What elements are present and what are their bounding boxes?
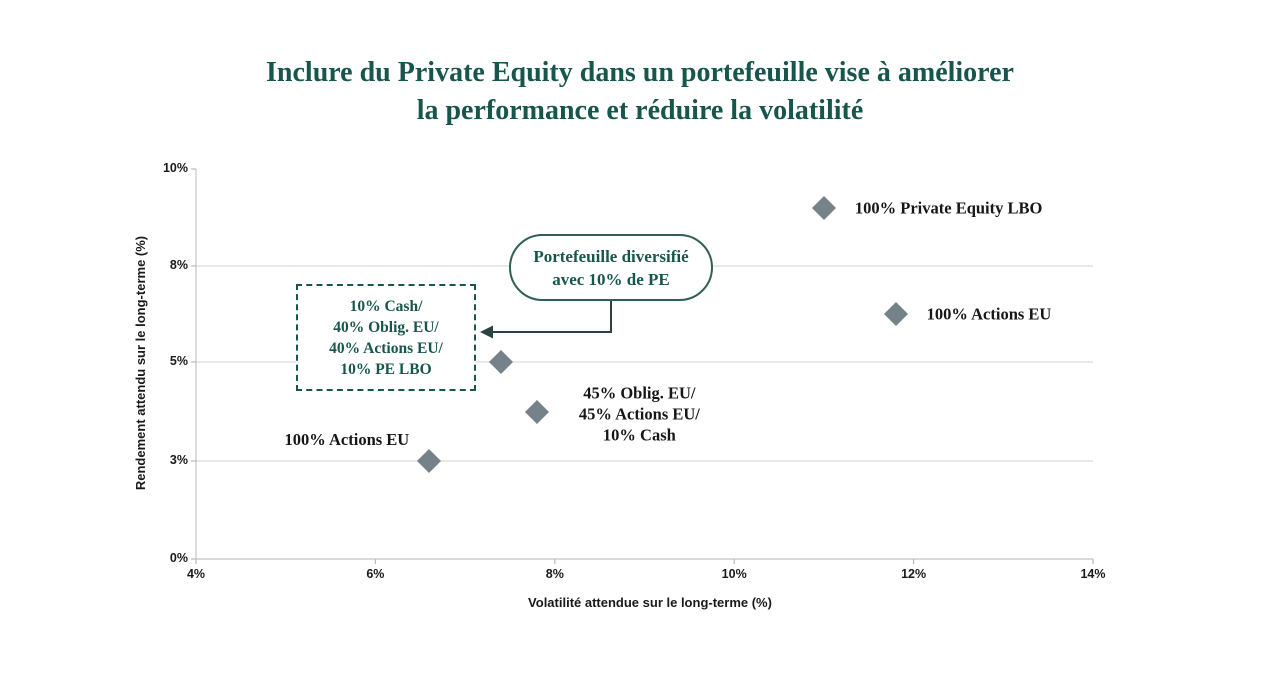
y-tick-label: 5%	[169, 354, 188, 368]
x-tick-label: 10%	[721, 567, 747, 581]
point-label-line: 45% Oblig. EU/	[583, 383, 696, 402]
callout-line1: Portefeuille diversifié	[533, 246, 689, 266]
point-label-line: 10% Cash	[602, 425, 676, 444]
point-label: 45% Oblig. EU/45% Actions EU/10% Cash	[579, 382, 700, 445]
point-label-line: 45% Actions EU/	[578, 404, 700, 423]
y-tick-label: 8%	[169, 258, 188, 272]
allocation-line-pe: 10% PE LBO	[340, 360, 432, 378]
allocation-annotation-box: 10% Cash/ 40% Oblig. EU/ 40% Actions EU/…	[296, 284, 476, 391]
chart-title-line2: la performance et réduire la volatilité	[416, 95, 864, 126]
point-label: 100% Actions EU	[284, 430, 410, 449]
chart-title-line1: Inclure du Private Equity dans un portef…	[266, 57, 1014, 88]
x-tick-label: 8%	[545, 567, 564, 581]
allocation-line-actions: 40% Actions EU/	[329, 339, 443, 357]
chart-title: Inclure du Private Equity dans un portef…	[0, 54, 1280, 130]
y-axis-title-text: Rendement attendu sur le long-terme (%)	[132, 235, 148, 491]
x-tick-label: 14%	[1080, 567, 1106, 581]
diversified-portfolio-callout: Portefeuille diversifié avec 10% de PE	[509, 234, 713, 301]
allocation-line-oblig: 40% Oblig. EU/	[333, 318, 439, 336]
allocation-line-cash: 10% Cash/	[349, 297, 423, 315]
x-tick-label: 12%	[901, 567, 927, 581]
x-tick-label: 4%	[186, 567, 206, 581]
callout-line2: avec 10% de PE	[552, 269, 670, 289]
y-tick-label: 3%	[169, 453, 188, 467]
x-tick-label: 6%	[366, 567, 385, 581]
point-label: 100% Actions EU	[926, 304, 1052, 324]
y-tick-label: 10%	[162, 161, 188, 175]
point-label: 100% Private Equity LBO	[854, 198, 1043, 218]
y-tick-label: 0%	[169, 551, 188, 565]
x-axis-title: Volatilité attendue sur le long-terme (%…	[528, 595, 772, 610]
